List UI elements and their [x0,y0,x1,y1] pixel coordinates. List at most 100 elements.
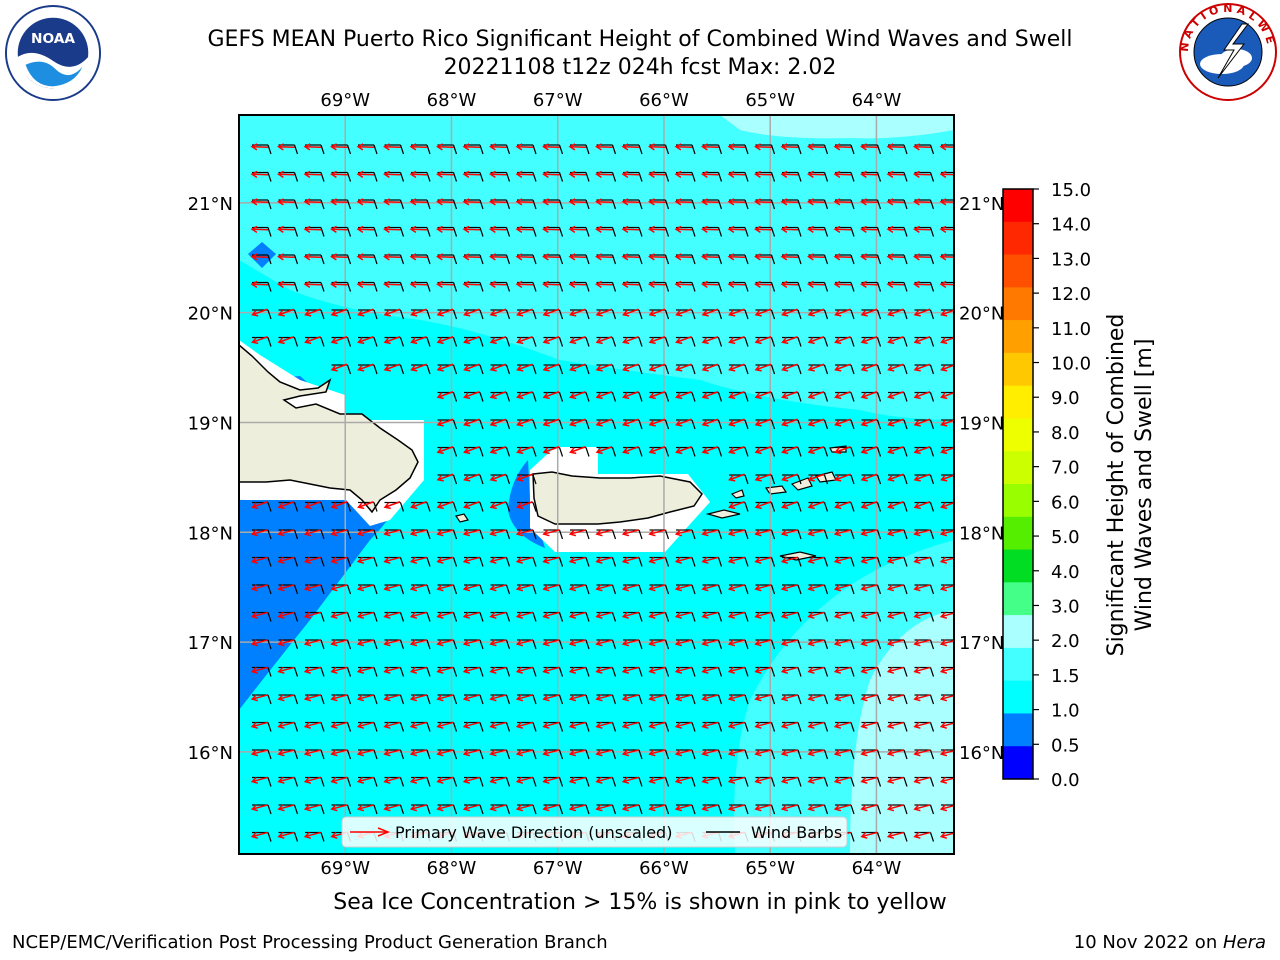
wind-barb [941,391,954,394]
wave-arrow [674,804,692,812]
wave-arrow [701,666,719,674]
wind-barb [941,446,954,449]
wave-arrow [330,749,348,757]
wave-arrow [860,391,878,400]
wave-arrow [595,225,613,234]
wave-arrow [356,694,374,702]
wave-arrow [701,556,719,564]
wave-arrow [621,694,639,702]
wave-arrow [463,418,480,427]
wave-arrow [568,529,586,537]
wave-arrow [807,308,825,317]
wave-arrow [568,776,586,784]
wave-arrow [913,666,931,674]
wave-arrow [781,446,798,455]
lat-label-left-2: 19°N [188,413,233,434]
wave-arrow [515,556,533,564]
wave-arrow [674,749,692,757]
wave-arrow [860,804,878,812]
colorbar-segment-11 [1003,549,1033,583]
wave-arrow [436,776,454,784]
wave-arrow [701,749,719,757]
wave-arrow [383,584,401,592]
wind-barb [941,556,954,559]
wave-arrow [463,308,480,317]
wave-arrow [939,198,954,206]
wave-arrow [674,584,692,592]
wave-arrow [542,611,560,619]
wave-arrow [330,198,348,206]
wave-arrow [568,666,586,674]
wave-arrow [728,308,745,317]
wave-arrow [409,556,427,564]
wave-arrow [833,280,852,289]
wave-arrow [701,336,719,345]
wave-arrow [436,280,454,289]
wave-arrow [303,556,321,564]
wave-arrow [515,611,533,619]
wave-arrow [462,749,480,757]
wave-arrow [860,611,878,619]
wave-arrow [860,831,878,839]
wave-arrow [568,639,586,647]
wave-arrow [754,501,772,510]
wave-arrow [250,143,269,151]
wave-arrow [833,529,851,537]
colorbar-tick-label-5: 10.0 [1051,354,1091,375]
wave-arrow [383,776,401,784]
wave-arrow [834,391,851,400]
wave-arrow [277,336,295,345]
wave-arrow [515,776,533,784]
wave-arrow [303,198,322,206]
wave-arrow [727,749,745,757]
colorbar-tick-label-7: 8.0 [1051,423,1080,444]
wave-arrow [595,143,613,151]
wind-barb [941,749,954,751]
wave-arrow [595,556,613,564]
wave-arrow [834,363,851,372]
wave-arrow [727,253,746,261]
wave-arrow [754,280,772,289]
wave-arrow [674,280,693,289]
colorbar-tick-label-1: 14.0 [1051,215,1091,236]
field-zone-1-5-2-0 [239,115,954,420]
lat-label-left-3: 18°N [188,523,233,544]
wave-arrow [727,694,745,702]
wave-arrow [674,143,693,151]
colorbar-segment-2 [1003,254,1033,288]
wave-arrow [277,198,295,206]
wave-arrow [409,225,428,234]
wind-barb [941,419,954,421]
wave-arrow [727,666,745,674]
wave-arrow [701,639,719,647]
wave-arrow [780,721,798,729]
wave-arrow [462,556,480,564]
lat-label-left-5: 16°N [188,743,233,764]
wave-arrow [383,280,401,289]
wave-arrow [622,363,639,372]
wave-arrow [542,639,560,647]
wave-arrow [436,391,454,400]
wave-arrow [621,143,640,151]
wave-arrow [674,721,692,729]
wave-arrow [303,225,322,234]
wave-arrow [860,473,878,482]
wave-arrow [780,556,798,564]
wave-arrow [648,280,666,289]
wave-arrow [939,749,954,757]
wave-arrow [356,749,374,757]
wave-arrow [277,170,295,179]
wave-arrow [833,225,852,234]
wave-arrow [754,308,772,317]
wave-arrow [568,280,587,289]
wave-arrow [727,639,745,647]
wave-arrow [834,308,851,317]
wave-arrow [940,391,954,400]
wave-arrow [860,749,878,757]
lat-label-left-0: 21°N [188,194,233,215]
wave-arrow [727,721,745,729]
wave-arrow [675,446,692,455]
wave-arrow [675,308,692,317]
wave-arrow [568,611,586,619]
